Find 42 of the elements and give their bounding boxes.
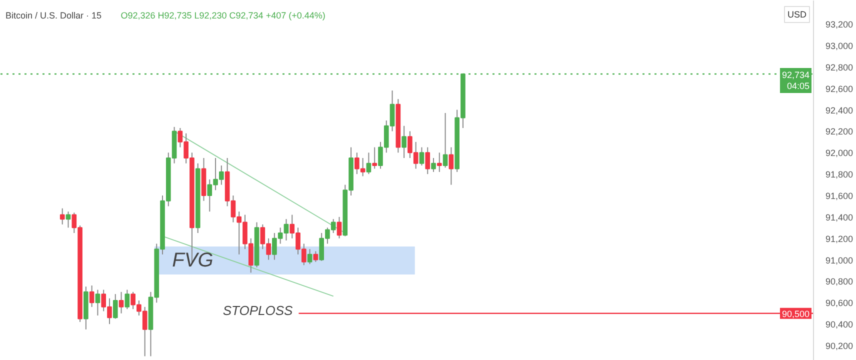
y-tick-label: 91,000 (826, 255, 854, 266)
text: O92,326 H92,735 L92,230 C92,734 +407 (+0.44%) (120, 10, 326, 20)
y-tick-label: 92,400 (826, 105, 854, 116)
candlestick (419, 146, 424, 166)
annotation: USD (788, 10, 807, 20)
candlestick (366, 152, 372, 175)
candlestick (89, 285, 94, 308)
candlestick (436, 152, 442, 172)
y-tick-label: 90,600 (826, 298, 854, 308)
y-tick-label: 92,200 (826, 126, 854, 137)
y-tick-label: 90,200 (826, 341, 854, 351)
band-label: FVG (172, 249, 214, 272)
candlestick (95, 289, 100, 316)
candlestick (313, 250, 318, 262)
y-tick-label: 91,600 (826, 191, 854, 201)
candlestick (372, 146, 378, 170)
y-tick-label: 90,800 (826, 276, 854, 287)
text: Bitcoin / U.S. Dollar · 15 (6, 10, 102, 20)
candlestick (60, 208, 65, 225)
y-tick-label: 93,200 (826, 20, 854, 30)
y-tick-label: 91,200 (826, 234, 854, 244)
candlestick (66, 211, 71, 228)
candlestick (118, 291, 124, 314)
y-tick-label: 91,800 (826, 170, 854, 180)
candlestick (402, 125, 406, 158)
ref-line-label: 90,500 (782, 308, 810, 319)
y-tick-label: 92,800 (826, 62, 854, 72)
candlestick (442, 112, 448, 168)
candlestick (307, 248, 312, 265)
candlestick (124, 289, 130, 310)
candlestick (431, 158, 436, 172)
y-tick-label: 90,400 (826, 320, 854, 330)
candlestick (112, 294, 118, 320)
candlestick (448, 146, 454, 186)
candlestick (425, 146, 430, 175)
y-tick-label: 92,000 (826, 148, 854, 158)
y-tick-label: 93,000 (826, 41, 854, 51)
ref-line-label: 92,734 04:05 (782, 70, 810, 91)
candlestick (336, 216, 342, 239)
y-tick-label: 92,600 (826, 84, 854, 94)
annotation: STOPLOSS (222, 302, 294, 318)
y-tick-label: 91,400 (826, 212, 854, 222)
